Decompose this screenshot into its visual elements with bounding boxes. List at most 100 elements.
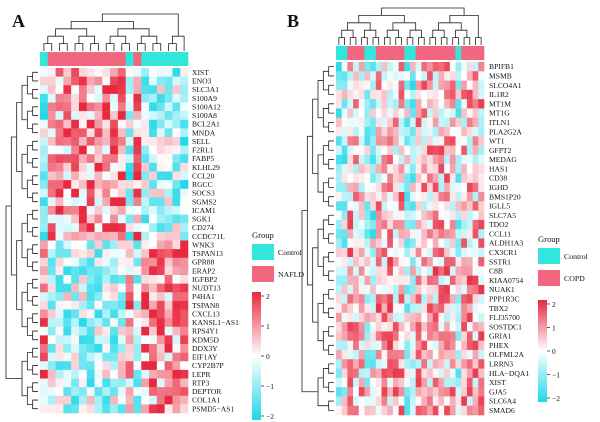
panel-a-heatmap-cell — [40, 85, 49, 95]
panel-b-heatmap-cell — [444, 377, 451, 388]
panel-b-heatmap-cell — [358, 210, 365, 221]
panel-b-heatmap-cell — [404, 145, 411, 156]
panel-a-heatmap-cell — [180, 283, 189, 293]
panel-b-heatmap-cell — [358, 377, 365, 388]
panel-b-heatmap-cell — [449, 312, 456, 323]
panel-b-heatmap-cell — [449, 71, 456, 81]
panel-b-heatmap-cell — [375, 284, 382, 295]
panel-b-heatmap-cell — [455, 108, 462, 119]
panel-a-heatmap-cell — [102, 111, 111, 121]
panel-a-heatmap-cell — [55, 344, 64, 353]
panel-b-heatmap-cell — [353, 312, 360, 323]
panel-a-heatmap-cell — [141, 231, 150, 241]
panel-a-heatmap-cell — [55, 93, 64, 103]
panel-b-colorbar-tick-label: 1 — [552, 324, 556, 333]
panel-b-heatmap-cell — [432, 99, 439, 109]
panel-a-heatmap-cell — [125, 180, 134, 190]
panel-a-heatmap-cell — [47, 223, 56, 233]
panel-a-gene-label: SGMS2 — [192, 197, 217, 206]
panel-b-heatmap-cell — [381, 164, 388, 174]
panel-b-heatmap-cell — [449, 322, 456, 332]
panel-b-gene-label: KIAA0754 — [489, 276, 523, 285]
panel-b-col-dendrogram-link-13 — [409, 29, 422, 38]
panel-a-heatmap-cell — [71, 180, 80, 190]
panel-b-heatmap-cell — [427, 201, 434, 211]
panel-a-heatmap-cell — [125, 76, 134, 86]
panel-a-heatmap-cell — [133, 266, 142, 276]
panel-a-heatmap-cell — [149, 137, 158, 146]
panel-b-heatmap-cell — [375, 387, 382, 397]
panel-a-heatmap-cell — [117, 335, 126, 345]
panel-b-heatmap-cell — [347, 71, 354, 81]
panel-a-heatmap-cell — [172, 111, 181, 121]
panel-b-heatmap-cell — [336, 247, 342, 258]
panel-b-heatmap-cell — [392, 396, 399, 407]
panel-b-heatmap-cell — [404, 396, 411, 407]
panel-b-heatmap-cell — [341, 89, 348, 100]
panel-b-heatmap-cell — [449, 210, 456, 221]
panel-b-heatmap-cell — [415, 182, 422, 193]
panel-a-heatmap-cell — [94, 318, 103, 328]
panel-a-heatmap-cell — [78, 395, 88, 405]
panel-a-heatmap-cell — [156, 361, 165, 371]
panel-b-heatmap-cell — [466, 322, 473, 332]
panel-a-heatmap-cell — [110, 206, 119, 215]
panel-b-heatmap-cell — [370, 368, 377, 379]
panel-a-heatmap-cell — [110, 249, 119, 259]
panel-b-group-bar-cell-2 — [347, 46, 354, 60]
panel-a-heatmap-cell — [94, 309, 103, 319]
panel-a-row-dendrogram-link-36 — [26, 386, 33, 405]
panel-a-heatmap-cell — [141, 137, 150, 146]
panel-a-heatmap-cell — [55, 154, 64, 164]
panel-a-heatmap-cell — [125, 387, 134, 397]
panel-b-group-bar-cell-8 — [381, 46, 388, 60]
panel-b-group-bar-cell-6 — [370, 46, 377, 60]
panel-a-row-dendrogram-link-30 — [32, 313, 38, 323]
panel-b-heatmap-cell — [398, 229, 405, 239]
panel-a-heatmap-cell — [63, 154, 72, 164]
panel-a-heatmap-cell — [149, 102, 158, 112]
panel-b-heatmap-cell — [392, 219, 399, 230]
panel-b-heatmap-cell — [449, 247, 456, 258]
panel-b-row-dendrogram-link-13 — [328, 159, 334, 170]
panel-a-heatmap-cell — [63, 361, 72, 371]
panel-a-heatmap-cell — [117, 180, 126, 190]
panel-a-heatmap-cell — [63, 249, 72, 259]
panel-a-heatmap-cell — [63, 309, 72, 319]
panel-a-row-dendrogram-link-22 — [26, 248, 33, 267]
panel-b-heatmap-cell — [370, 275, 377, 286]
panel-b-legend-label-copd: COPD — [564, 274, 585, 283]
panel-a-heatmap-cell — [164, 231, 173, 241]
panel-a-heatmap-cell — [47, 137, 56, 146]
panel-b-heatmap-cell — [461, 99, 468, 109]
panel-b-heatmap-cell — [478, 275, 485, 286]
panel-b-heatmap-cell — [449, 80, 456, 91]
panel-a-heatmap-cell — [141, 119, 150, 129]
panel-a-heatmap-cell — [149, 344, 158, 353]
panel-a-heatmap-cell — [40, 188, 49, 198]
panel-a-heatmap-cell — [102, 85, 111, 95]
panel-b-heatmap-cell — [387, 266, 394, 276]
panel-a-gene-label: S100A12 — [192, 102, 221, 111]
panel-a-heatmap-cell — [156, 188, 165, 198]
panel-a-gene-label: MNDA — [192, 128, 216, 137]
panel-b-heatmap-cell — [472, 201, 479, 211]
panel-a-heatmap-cell — [141, 223, 150, 233]
panel-b-gene-label: LRRN3 — [489, 360, 513, 369]
panel-a-heatmap-cell — [172, 162, 181, 172]
panel-b-heatmap-cell — [381, 201, 388, 211]
panel-b-heatmap-cell — [404, 312, 411, 323]
panel-a-gene-label: F2RL1 — [192, 146, 214, 155]
panel-a-heatmap-cell — [149, 111, 158, 121]
panel-b-heatmap-cell — [444, 145, 451, 156]
panel-b-heatmap-cell — [444, 257, 451, 267]
panel-a-row-dendrogram-link-35 — [32, 365, 38, 375]
panel-b-heatmap-cell — [410, 368, 416, 379]
panel-a-heatmap-cell — [149, 180, 158, 190]
panel-a-heatmap-cell — [71, 369, 80, 379]
panel-b-heatmap-cell — [398, 99, 405, 109]
panel-b-heatmap-cell — [341, 173, 348, 184]
panel-a-heatmap-cell — [55, 206, 64, 215]
panel-a-heatmap-cell — [55, 171, 64, 181]
panel-a-heatmap-cell — [94, 180, 103, 190]
